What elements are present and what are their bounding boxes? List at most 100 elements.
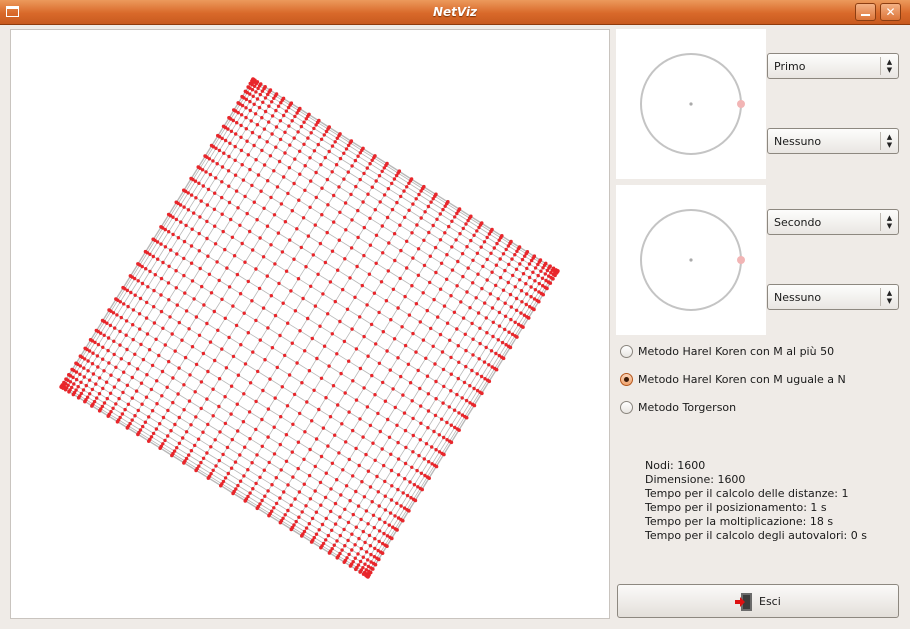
graph-node <box>319 376 324 380</box>
graph-node <box>206 476 210 480</box>
graph-node <box>109 410 113 414</box>
graph-node <box>422 263 427 268</box>
first-eigenvector-select[interactable]: Primo ▲ ▼ <box>767 53 899 79</box>
graph-node <box>262 127 267 131</box>
graph-node <box>401 491 405 495</box>
graph-node <box>303 349 307 353</box>
graph-edge-line <box>237 102 544 296</box>
graph-node <box>289 503 293 507</box>
graph-node <box>251 487 255 491</box>
graph-node <box>248 437 252 441</box>
graph-node <box>509 317 513 322</box>
minimize-button[interactable] <box>855 3 876 21</box>
stat-eigen-time: Tempo per il calcolo degli autovalori: 0… <box>645 529 867 542</box>
updown-arrows-icon: ▲ ▼ <box>880 57 898 75</box>
graph-edge-line <box>207 170 400 479</box>
stat-position-time: Tempo per il posizionamento: 1 s <box>645 501 827 514</box>
graph-node <box>250 461 254 465</box>
graph-node <box>441 367 446 372</box>
graph-node <box>433 194 437 198</box>
window-menu-icon[interactable] <box>6 6 19 17</box>
graph-node <box>226 471 230 476</box>
graph-node <box>396 306 400 310</box>
graph-node <box>240 241 244 246</box>
graph-node <box>267 460 271 465</box>
graph-node <box>233 173 238 177</box>
graph-node <box>470 321 474 326</box>
graph-node <box>482 240 487 244</box>
graph-node <box>72 368 76 373</box>
graph-node <box>126 304 130 309</box>
graph-node <box>296 440 301 444</box>
graph-node <box>489 251 493 255</box>
graph-node <box>242 474 246 478</box>
graph-edge-line <box>84 347 393 539</box>
graph-node <box>124 333 128 337</box>
graph-node <box>457 411 461 415</box>
graph-node <box>279 202 284 206</box>
graph-node <box>134 389 139 393</box>
graph-node <box>243 194 247 199</box>
graph-node <box>350 327 354 331</box>
graph-node <box>156 257 160 261</box>
graph-node <box>438 287 443 291</box>
radio-button[interactable] <box>620 373 633 386</box>
graph-node <box>296 108 301 113</box>
graph-node <box>456 209 460 213</box>
graph-node <box>472 386 476 391</box>
exit-button[interactable]: Esci <box>617 584 899 618</box>
graph-edge-line <box>122 287 430 479</box>
graph-node <box>286 191 290 196</box>
graph-node <box>167 298 171 302</box>
graph-node <box>394 173 399 178</box>
graph-node <box>302 482 306 486</box>
graph-node <box>159 242 163 246</box>
radio-button[interactable] <box>620 345 633 358</box>
second-secondary-select[interactable]: Nessuno ▲ ▼ <box>767 284 899 310</box>
graph-edge-line <box>197 166 504 359</box>
graph-node <box>369 552 373 557</box>
graph-node <box>241 420 246 424</box>
graph-node <box>220 136 224 141</box>
graph-node <box>369 560 373 564</box>
graph-node <box>453 425 457 430</box>
graph-edge-line <box>232 186 425 494</box>
graph-node <box>514 267 519 271</box>
graph-node <box>375 474 379 479</box>
radio-button[interactable] <box>620 401 633 414</box>
graph-canvas[interactable] <box>10 29 610 619</box>
graph-node <box>529 258 534 263</box>
graph-node <box>350 532 354 536</box>
graph-node <box>287 124 291 128</box>
graph-node <box>231 354 236 359</box>
graph-node <box>349 192 353 197</box>
graph-node <box>93 340 97 345</box>
graph-node <box>362 171 366 176</box>
graph-node <box>357 536 361 541</box>
graph-node <box>257 105 262 110</box>
graph-node <box>495 241 499 246</box>
graph-node <box>215 162 219 166</box>
graph-edge-line <box>68 374 376 566</box>
graph-node <box>153 273 157 277</box>
graph-node <box>233 158 237 162</box>
second-eigenvector-select[interactable]: Secondo ▲ ▼ <box>767 209 899 235</box>
graph-node <box>236 483 240 488</box>
graph-node <box>372 291 377 295</box>
graph-node <box>371 513 376 517</box>
close-button[interactable]: ✕ <box>880 3 901 21</box>
graph-node <box>107 361 111 365</box>
graph-node <box>431 344 435 348</box>
graph-node <box>471 281 475 285</box>
graph-node <box>296 130 300 134</box>
graph-node <box>540 276 545 280</box>
graph-node <box>481 264 485 269</box>
graph-node <box>295 361 299 365</box>
first-secondary-select[interactable]: Nessuno ▲ ▼ <box>767 128 899 154</box>
graph-node <box>243 260 247 264</box>
graph-node <box>206 187 211 192</box>
graph-node <box>266 435 270 439</box>
graph-node <box>353 556 357 560</box>
graph-node <box>362 495 367 499</box>
graph-node <box>232 254 237 258</box>
